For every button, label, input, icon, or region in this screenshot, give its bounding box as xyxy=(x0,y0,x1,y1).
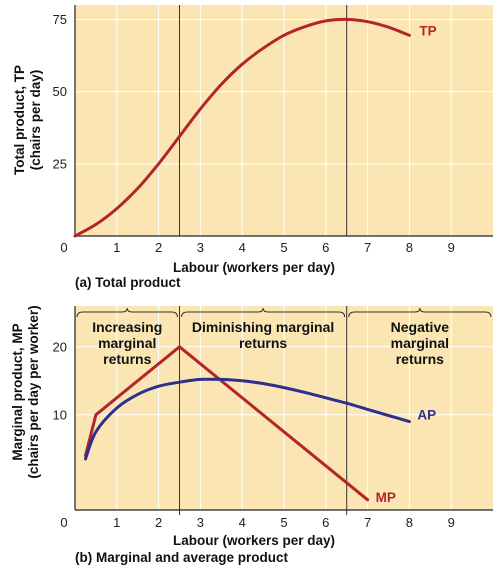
x-tick-label: 6 xyxy=(322,240,329,255)
y-tick-label: 10 xyxy=(53,407,67,422)
mp-y-ticks: 10 20 xyxy=(53,339,67,422)
tp-curve xyxy=(73,17,411,238)
x-tick-label: 6 xyxy=(322,515,329,530)
mp-axes xyxy=(74,306,493,511)
region-brace xyxy=(181,307,346,318)
tp-y-axis-title: Total product, TP xyxy=(12,65,27,175)
region-label: Negative xyxy=(391,319,450,335)
x-tick-label: 0 xyxy=(60,515,67,530)
x-tick-label: 2 xyxy=(155,240,162,255)
mp-caption: (b) Marginal and average product xyxy=(75,550,289,565)
mp-x-ticks: 0 1 2 3 4 5 6 7 8 9 xyxy=(60,515,454,530)
x-tick-label: 1 xyxy=(113,515,120,530)
x-tick-label: 8 xyxy=(406,515,413,530)
x-tick-label: 8 xyxy=(406,240,413,255)
ap-series-label: AP xyxy=(417,408,436,423)
mp-gridlines xyxy=(75,306,493,510)
y-tick-label: 25 xyxy=(53,156,67,171)
mp-y-axis-title: Marginal product, MP xyxy=(10,323,25,460)
region-brace xyxy=(76,307,178,318)
x-tick-label: 7 xyxy=(364,240,371,255)
tp-x-ticks: 0 1 2 3 4 5 6 7 8 9 xyxy=(60,240,454,255)
tp-series-label: TP xyxy=(419,23,436,38)
x-tick-label: 5 xyxy=(280,240,287,255)
mp-divider-lines xyxy=(179,306,348,515)
tp-x-axis-title: Labour (workers per day) xyxy=(173,260,335,275)
mp-series-label: MP xyxy=(376,490,396,505)
tp-y-ticks: 25 50 75 xyxy=(53,12,67,171)
mp-y-axis-units: (chairs per day per worker) xyxy=(26,305,41,478)
region-label: returns xyxy=(103,351,151,367)
tp-caption: (a) Total product xyxy=(75,275,181,290)
mp-ap-series: MP AP xyxy=(84,345,436,505)
total-product-panel: 0 1 2 3 4 5 6 7 8 9 25 50 75 TP Labour (workers per… xyxy=(12,5,493,290)
x-tick-label: 3 xyxy=(197,240,204,255)
x-tick-label: 1 xyxy=(113,240,120,255)
x-tick-label: 9 xyxy=(448,515,455,530)
region-label: marginal xyxy=(98,335,156,351)
x-tick-label: 4 xyxy=(239,240,246,255)
region-label: Increasing xyxy=(92,319,162,335)
mp-curve xyxy=(84,345,370,502)
x-tick-label: 7 xyxy=(364,515,371,530)
tp-divider-lines xyxy=(179,5,348,236)
mp-x-axis-title: Labour (workers per day) xyxy=(173,533,335,548)
y-tick-label: 75 xyxy=(53,12,67,27)
x-tick-label: 5 xyxy=(280,515,287,530)
x-tick-label: 3 xyxy=(197,515,204,530)
x-tick-label: 4 xyxy=(239,515,246,530)
region-braces xyxy=(76,307,492,318)
x-tick-label: 9 xyxy=(448,240,455,255)
tp-series: TP xyxy=(73,17,437,238)
x-tick-label: 2 xyxy=(155,515,162,530)
region-label: returns xyxy=(396,351,444,367)
y-tick-label: 50 xyxy=(53,84,67,99)
tp-y-axis-units: (chairs per day) xyxy=(28,70,43,171)
tp-gridlines xyxy=(75,5,493,236)
region-label: marginal xyxy=(391,335,449,351)
ap-curve xyxy=(84,377,411,461)
tp-axes xyxy=(74,5,493,237)
region-brace xyxy=(348,307,492,318)
x-tick-label: 0 xyxy=(60,240,67,255)
y-tick-label: 20 xyxy=(53,339,67,354)
region-label: Diminishing marginal xyxy=(192,319,334,335)
region-label: returns xyxy=(239,335,287,351)
